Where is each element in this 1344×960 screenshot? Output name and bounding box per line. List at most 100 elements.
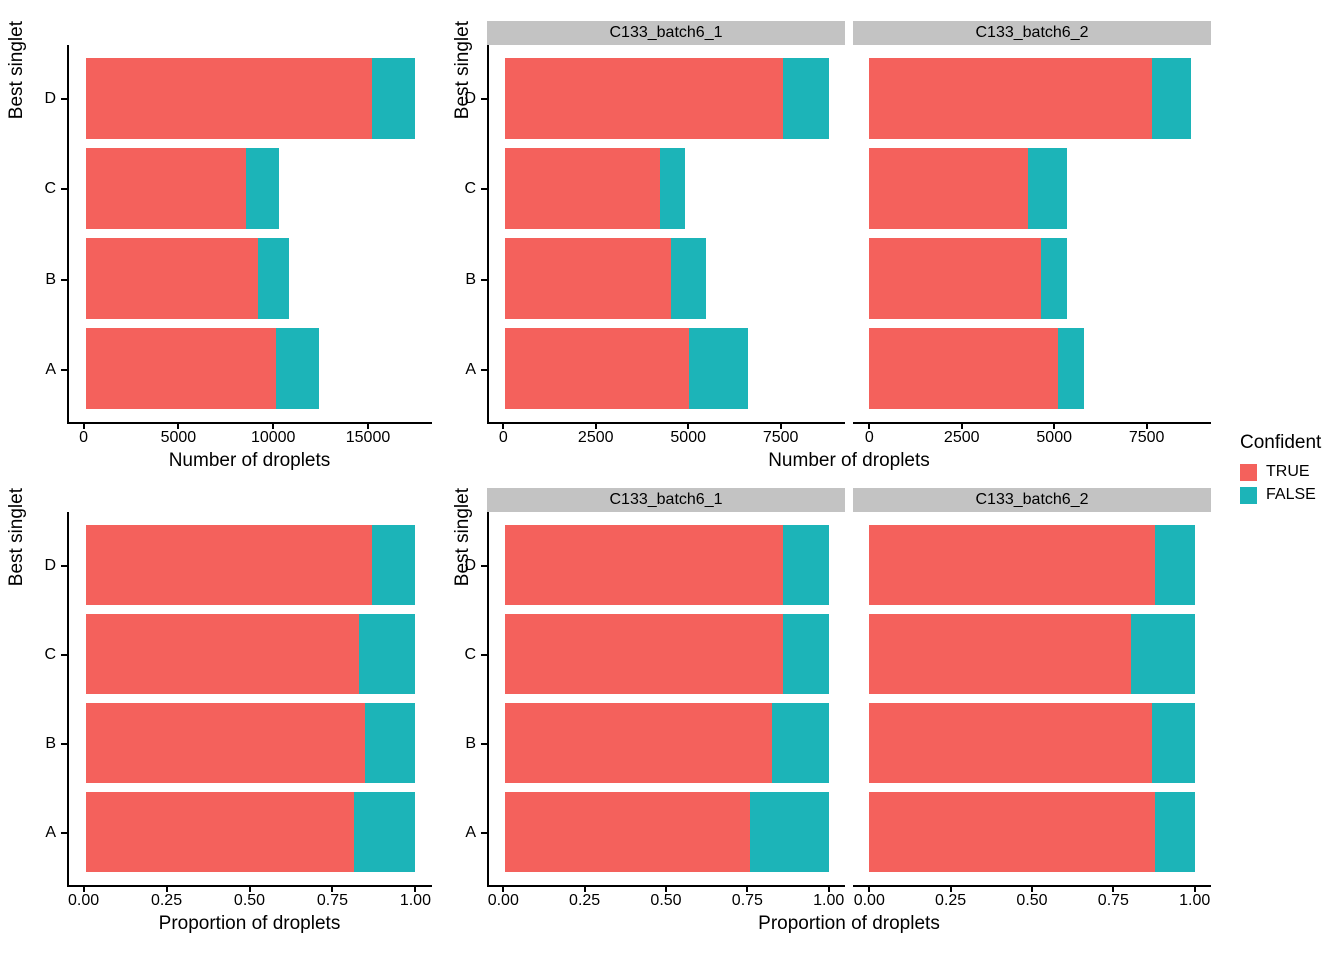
x-tick-label: 1.00: [1179, 892, 1211, 909]
bar-segment-true: [85, 327, 276, 409]
bar-B: [85, 702, 416, 783]
y-tick-mark: [61, 368, 67, 371]
x-tick-label: 0.75: [1097, 892, 1129, 909]
bar-segment-true: [505, 237, 671, 319]
facets-container: C133_batch6_1 0 2500 5000 7500 C133_batch6_2 0…: [487, 21, 1211, 446]
y-axis-labels: D C B A: [464, 45, 487, 424]
y-tick-mark: [61, 564, 67, 567]
bar-segment-true: [869, 791, 1156, 872]
bar-C: [85, 148, 279, 229]
x-tick-mark: [868, 424, 871, 429]
bar-C: [505, 614, 829, 695]
facet: 0.00 0.25 0.50 0.75 1.00: [67, 488, 432, 909]
x-tick-label: 7500: [762, 429, 799, 446]
x-tick-mark: [1145, 424, 1148, 429]
bar-B: [505, 237, 706, 319]
x-axis-title-row: Number of droplets: [455, 446, 1211, 472]
legend-item-false: FALSE: [1240, 486, 1321, 504]
x-tick-mark: [177, 424, 180, 429]
plot-droplet-counts-overall: Best singlet D C B A 0 5000 10000 15000 Number…: [6, 21, 432, 472]
x-tick-mark: [687, 424, 690, 429]
facet-strip-label: C133_batch6_2: [975, 24, 1089, 41]
x-tick-label: 1.00: [813, 892, 845, 909]
x-axis: 0 2500 5000 7500: [487, 424, 845, 446]
panel: [853, 45, 1211, 424]
x-axis-title-row: Proportion of droplets: [8, 909, 432, 935]
bar-segment-true: [869, 58, 1153, 140]
x-tick-mark: [248, 887, 251, 892]
y-tick-label: D: [464, 90, 476, 108]
bar-segment-false: [1028, 148, 1068, 229]
x-tick-label: 0.50: [233, 892, 266, 909]
bar-segment-false: [359, 614, 416, 695]
y-tick-mark: [61, 188, 67, 191]
legend-label-true: TRUE: [1266, 463, 1310, 480]
bar-segment-false: [245, 148, 279, 229]
bar-A: [869, 327, 1084, 409]
bar-segment-false: [1041, 237, 1068, 319]
bar-segment-false: [782, 614, 829, 695]
strip-spacer: [67, 21, 432, 45]
bar-B: [85, 237, 290, 319]
y-axis-labels: D C B A: [464, 512, 487, 887]
facet-C133_batch6_2: C133_batch6_2 0.00 0.25 0.50 0.75 1.00: [853, 488, 1211, 909]
x-tick-label: 0: [864, 429, 874, 446]
bar-segment-true: [85, 148, 246, 229]
bar-segment-true: [505, 614, 783, 695]
bar-segment-false: [354, 791, 416, 872]
x-tick-label: 5000: [670, 429, 706, 446]
x-tick-label: 5000: [1036, 429, 1072, 446]
x-tick-label: 0: [498, 429, 508, 446]
y-tick-mark: [61, 653, 67, 656]
bar-C: [869, 148, 1068, 229]
bar-segment-true: [869, 327, 1058, 409]
bar-A: [85, 327, 320, 409]
y-tick-mark: [61, 278, 67, 281]
bar-segment-true: [869, 237, 1042, 319]
x-tick-label: 15000: [345, 429, 391, 446]
y-tick-label: A: [45, 824, 56, 842]
x-tick-label: 7500: [1128, 429, 1165, 446]
bar-D: [505, 58, 829, 140]
legend-swatch-false: [1240, 486, 1257, 504]
x-tick-label: 2500: [943, 429, 980, 446]
x-tick-label: 0: [79, 429, 89, 446]
y-tick-label: D: [44, 556, 56, 574]
facet-strip: C133_batch6_2: [853, 21, 1211, 45]
x-tick-mark: [1031, 887, 1033, 892]
x-tick-label: 0.00: [853, 892, 885, 909]
bar-segment-false: [1152, 702, 1195, 783]
bar-segment-false: [689, 327, 748, 409]
y-tick-label: A: [465, 824, 476, 842]
x-tick-label: 0.75: [316, 892, 349, 909]
x-axis: 0 5000 10000 15000: [67, 424, 432, 446]
y-tick-label: A: [45, 360, 56, 378]
x-tick-mark: [1112, 887, 1115, 892]
y-tick-label: B: [465, 735, 476, 753]
x-axis: 0 2500 5000 7500: [853, 424, 1211, 446]
facets-container: 0.00 0.25 0.50 0.75 1.00: [67, 488, 432, 909]
x-tick-mark: [665, 887, 667, 892]
x-tick-label: 0.50: [650, 892, 682, 909]
y-tick-mark: [481, 564, 487, 567]
bar-segment-true: [505, 327, 690, 409]
x-tick-mark: [502, 424, 505, 429]
x-tick-label: 10000: [250, 429, 296, 446]
bar-segment-true: [85, 614, 360, 695]
bar-B: [505, 702, 829, 783]
bar-segment-true: [85, 237, 259, 319]
bar-segment-true: [869, 702, 1153, 783]
facet-C133_batch6_1: C133_batch6_1 0.00 0.25 0.50 0.75 1.00: [487, 488, 845, 909]
panel: [487, 45, 845, 424]
x-tick-mark: [746, 887, 749, 892]
bar-segment-false: [772, 702, 829, 783]
y-axis-labels: D C B A: [25, 512, 67, 887]
x-tick-mark: [827, 887, 830, 892]
facet-strip: C133_batch6_1: [487, 488, 845, 512]
facet-strip-label: C133_batch6_1: [609, 24, 723, 41]
y-tick-mark: [481, 98, 487, 101]
bar-B: [869, 702, 1195, 783]
